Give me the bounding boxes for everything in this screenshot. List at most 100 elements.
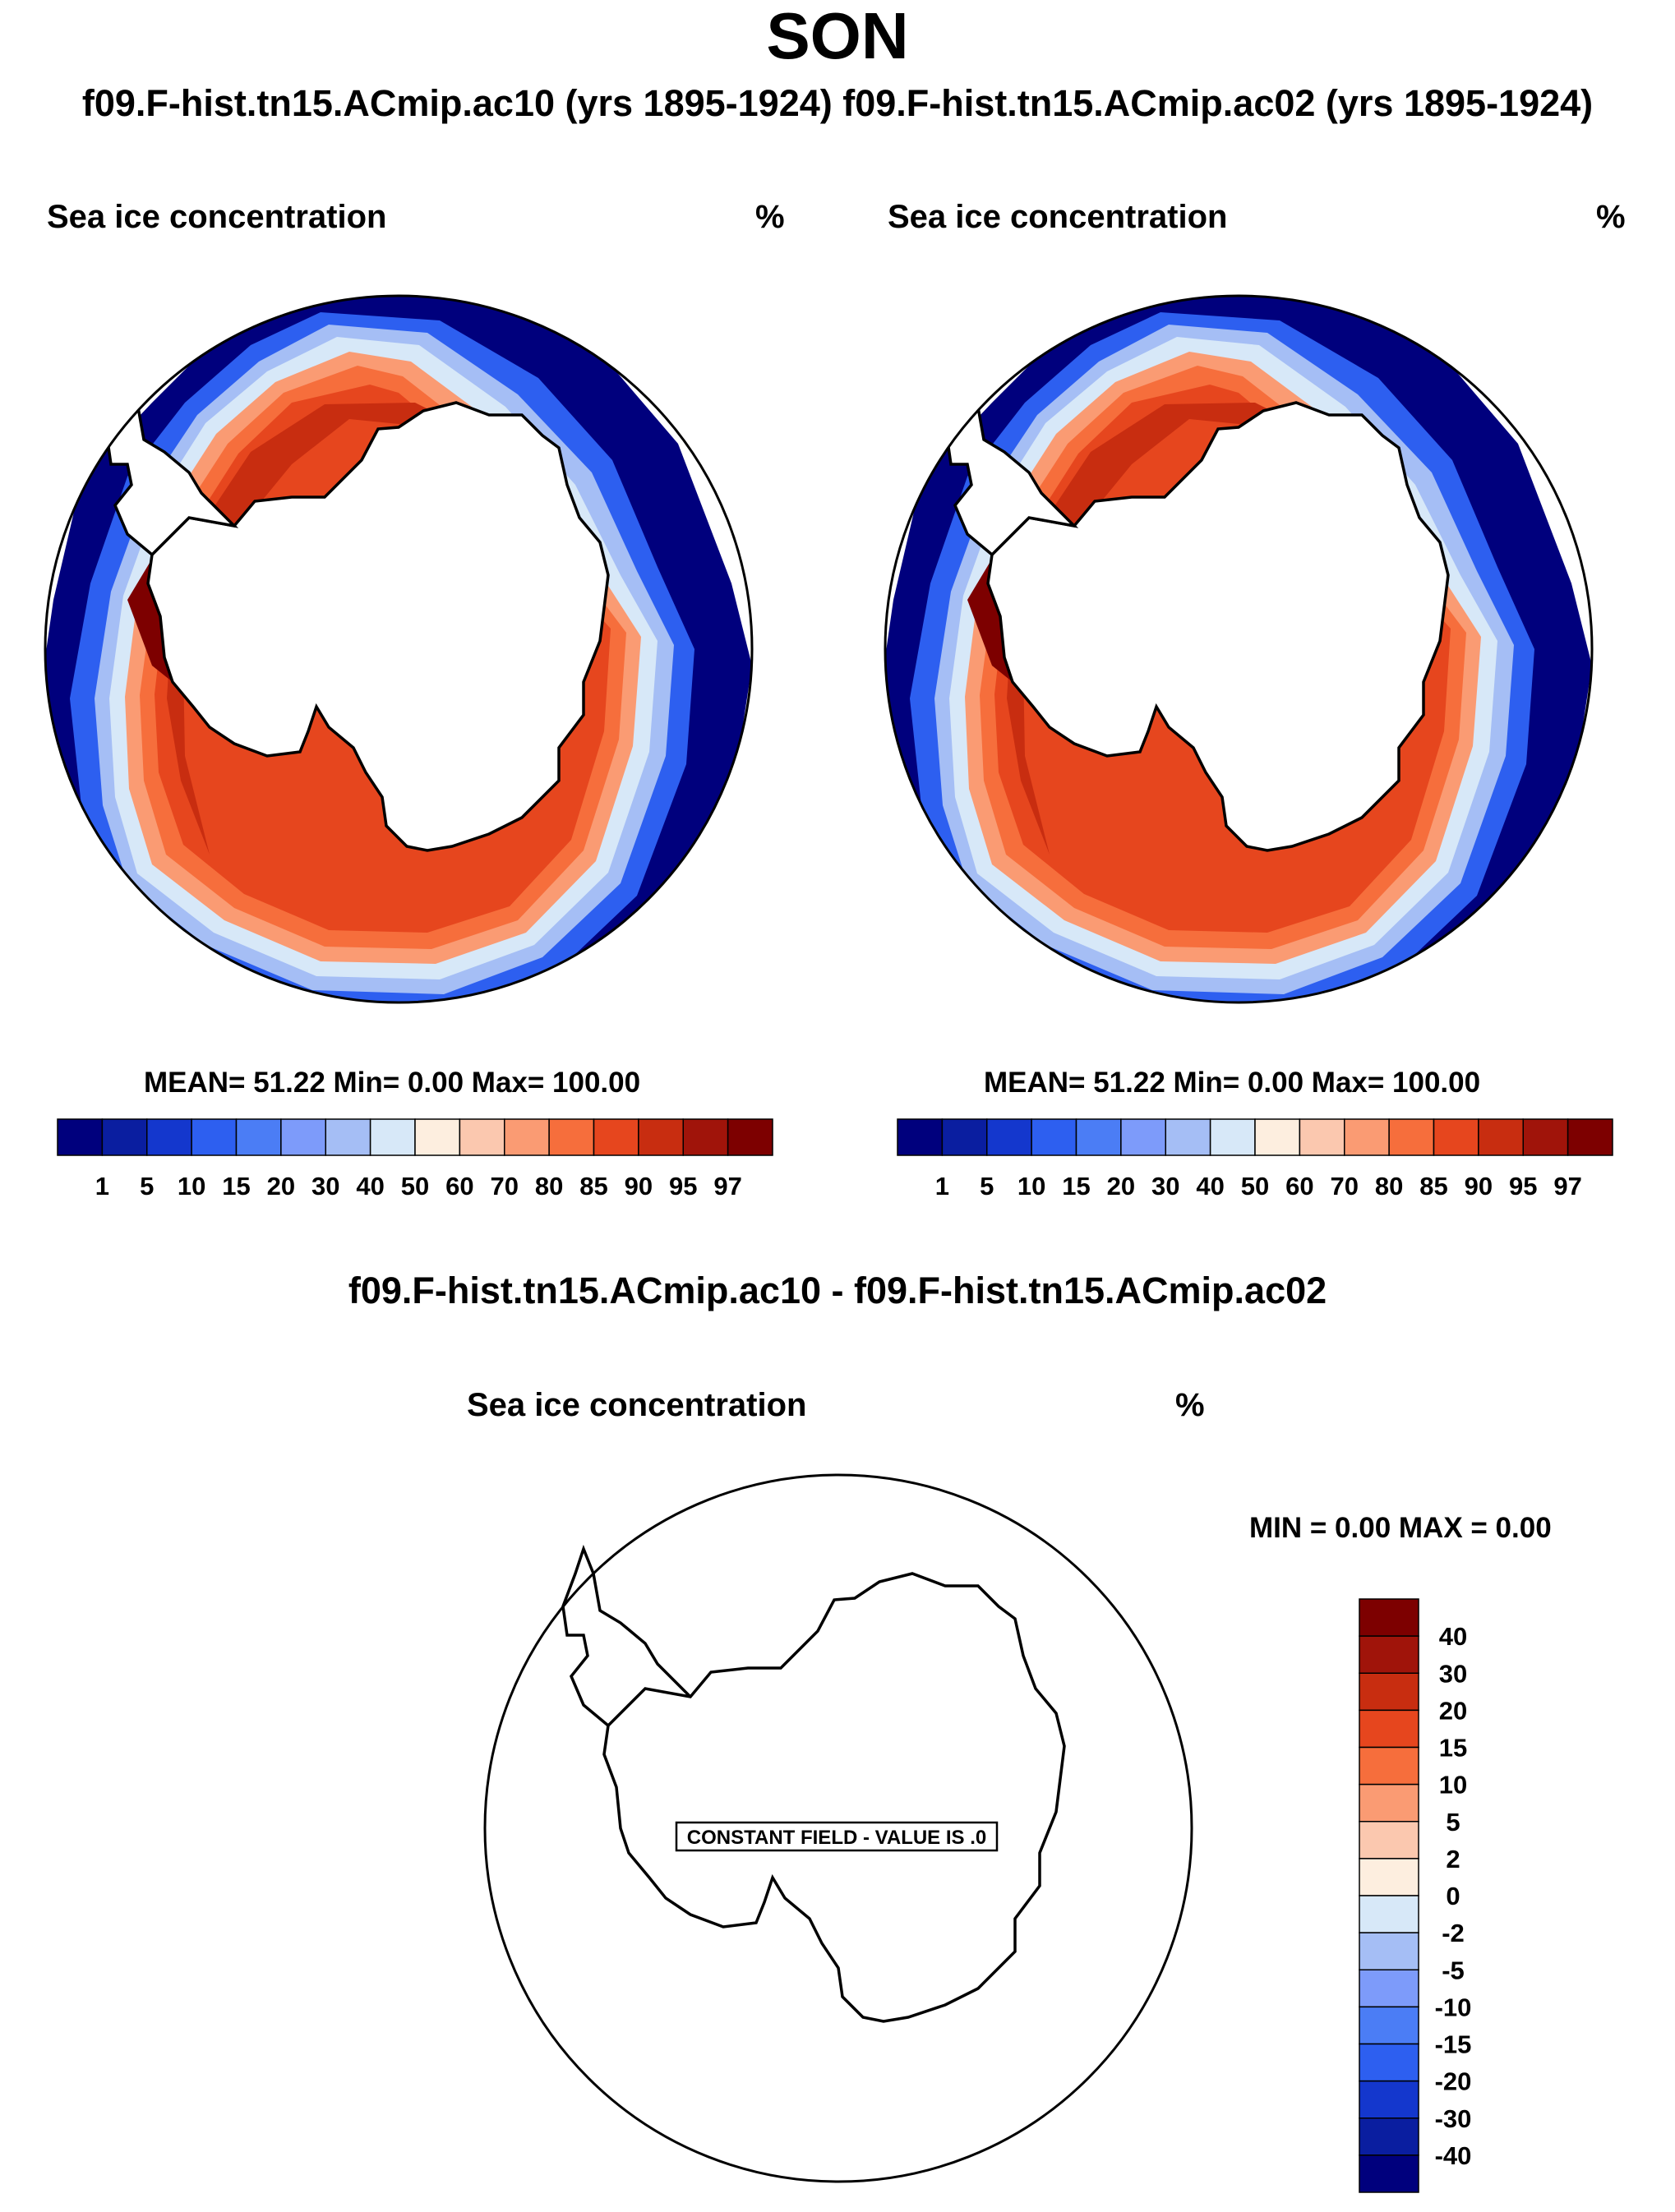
colorbar-box xyxy=(504,1118,550,1156)
colorbar-tick-label: 30 xyxy=(311,1172,339,1200)
colorbar-box xyxy=(1359,2080,1419,2119)
colorbar-tick-label: 85 xyxy=(579,1172,607,1200)
panel2-stats: MEAN= 51.22 Min= 0.00 Max= 100.00 xyxy=(984,1067,1481,1099)
colorbar-box xyxy=(57,1118,104,1156)
colorbar-box xyxy=(1359,1932,1419,1970)
colorbar-tick-label: 10 xyxy=(1017,1172,1045,1200)
colorbar-tick-label: 15 xyxy=(1439,1734,1467,1763)
colorbar-box xyxy=(1359,1635,1419,1674)
colorbar-tick-label: -10 xyxy=(1435,1993,1472,2021)
colorbar-tick-label: -20 xyxy=(1435,2067,1472,2096)
colorbar-box xyxy=(1359,1895,1419,1933)
colorbar-box xyxy=(1344,1118,1390,1156)
colorbar-tick-label: 60 xyxy=(1285,1172,1313,1200)
colorbar-tick-label: -15 xyxy=(1435,2030,1472,2059)
colorbar-tick-label: 70 xyxy=(1331,1172,1359,1200)
colorbar-tick-label: 15 xyxy=(222,1172,250,1200)
colorbar-box xyxy=(1359,1969,1419,2008)
colorbar-tick-label: 10 xyxy=(178,1172,205,1200)
colorbar-box xyxy=(638,1118,684,1156)
colorbar-tick-label: 50 xyxy=(401,1172,429,1200)
panel1-field-label: Sea ice concentration xyxy=(47,199,387,235)
panel2-colorbar: 1 5 10 15 20 30 40 50 60 70 80 85 90 95 97 xyxy=(897,1118,1613,1200)
colorbar-box xyxy=(1478,1118,1524,1156)
colorbar-tick-label: -2 xyxy=(1442,1919,1465,1947)
colorbar-tick-label: -30 xyxy=(1435,2104,1472,2133)
colorbar-box xyxy=(986,1118,1032,1156)
colorbar-tick-label: 80 xyxy=(535,1172,563,1200)
colorbar-box xyxy=(1359,1858,1419,1896)
colorbar-box xyxy=(1359,2118,1419,2156)
panel1-stats: MEAN= 51.22 Min= 0.00 Max= 100.00 xyxy=(144,1067,641,1099)
colorbar-box xyxy=(1359,2006,1419,2045)
colorbar-box xyxy=(548,1118,595,1156)
colorbar-tick-label: 70 xyxy=(491,1172,519,1200)
colorbar-tick-label: 40 xyxy=(1196,1172,1224,1200)
panel1-map xyxy=(44,294,754,1004)
colorbar-tick-label: 40 xyxy=(356,1172,384,1200)
colorbar-box xyxy=(191,1118,238,1156)
panel2-map xyxy=(884,294,1594,1004)
runs-title: f09.F-hist.tn15.ACmip.ac10 (yrs 1895-192… xyxy=(81,82,1594,124)
panel2-units: % xyxy=(1596,199,1626,235)
panel2-field-label: Sea ice concentration xyxy=(888,199,1228,235)
colorbar-box xyxy=(1359,1672,1419,1712)
panel2-map-boundary xyxy=(884,294,1594,1004)
colorbar-box xyxy=(1075,1118,1122,1156)
panel1-colorbar: 1 5 10 15 20 30 40 50 60 70 80 85 90 95 97 xyxy=(57,1118,773,1200)
colorbar-tick-label: 50 xyxy=(1241,1172,1269,1200)
colorbar-box xyxy=(459,1118,505,1156)
colorbar-box xyxy=(1359,1598,1419,1637)
colorbar-tick-label: 1 xyxy=(935,1172,949,1200)
colorbar-box xyxy=(1359,1821,1419,1859)
colorbar-box xyxy=(593,1118,639,1156)
colorbar-box xyxy=(414,1118,461,1156)
difference-title: f09.F-hist.tn15.ACmip.ac10 - f09.F-hist.… xyxy=(348,1270,1327,1311)
colorbar-box xyxy=(1299,1118,1345,1156)
colorbar-box xyxy=(146,1118,192,1156)
colorbar-tick-label: 1 xyxy=(95,1172,109,1200)
colorbar-tick-label: 5 xyxy=(980,1172,994,1200)
colorbar-tick-label: 0 xyxy=(1446,1882,1460,1910)
colorbar-box xyxy=(1359,2154,1419,2193)
panel3-map: CONSTANT FIELD - VALUE IS .0 xyxy=(483,1473,1193,2183)
colorbar-tick-label: 95 xyxy=(669,1172,697,1200)
colorbar-tick-label: 5 xyxy=(1446,1808,1460,1836)
colorbar-tick-label: 5 xyxy=(140,1172,154,1200)
panel3-minmax: MIN = 0.00 MAX = 0.00 xyxy=(1249,1512,1552,1544)
colorbar-box xyxy=(235,1118,282,1156)
colorbar-box xyxy=(325,1118,371,1156)
colorbar-box xyxy=(1359,1709,1419,1749)
colorbar-box xyxy=(369,1118,416,1156)
colorbar-tick-label: 20 xyxy=(1439,1696,1467,1725)
colorbar-box xyxy=(1433,1118,1479,1156)
colorbar-tick-label: 90 xyxy=(1465,1172,1493,1200)
colorbar-box xyxy=(941,1118,988,1156)
colorbar-box xyxy=(101,1118,148,1156)
colorbar-tick-label: 30 xyxy=(1151,1172,1179,1200)
colorbar-tick-label: 20 xyxy=(267,1172,295,1200)
panel3-field-label: Sea ice concentration xyxy=(467,1387,807,1423)
colorbar-tick-label: 20 xyxy=(1107,1172,1135,1200)
colorbar-box xyxy=(1522,1118,1569,1156)
colorbar-tick-label: -40 xyxy=(1435,2141,1472,2170)
colorbar-box xyxy=(1388,1118,1435,1156)
colorbar-tick-label: 85 xyxy=(1419,1172,1447,1200)
colorbar-tick-label: 80 xyxy=(1375,1172,1403,1200)
colorbar-box xyxy=(1031,1118,1077,1156)
colorbar-box xyxy=(727,1118,773,1156)
colorbar-tick-label: 40 xyxy=(1439,1622,1467,1651)
colorbar-tick-label: 15 xyxy=(1062,1172,1090,1200)
colorbar-box xyxy=(1359,1746,1419,1786)
colorbar-box xyxy=(1120,1118,1166,1156)
season-title: SON xyxy=(766,0,909,72)
colorbar-box xyxy=(682,1118,729,1156)
colorbar-box xyxy=(897,1118,944,1156)
colorbar-tick-label: 90 xyxy=(625,1172,653,1200)
panel1-units: % xyxy=(755,199,785,235)
colorbar-tick-label: 97 xyxy=(713,1172,741,1200)
colorbar-box xyxy=(1209,1118,1256,1156)
colorbar-box xyxy=(1359,1783,1419,1823)
